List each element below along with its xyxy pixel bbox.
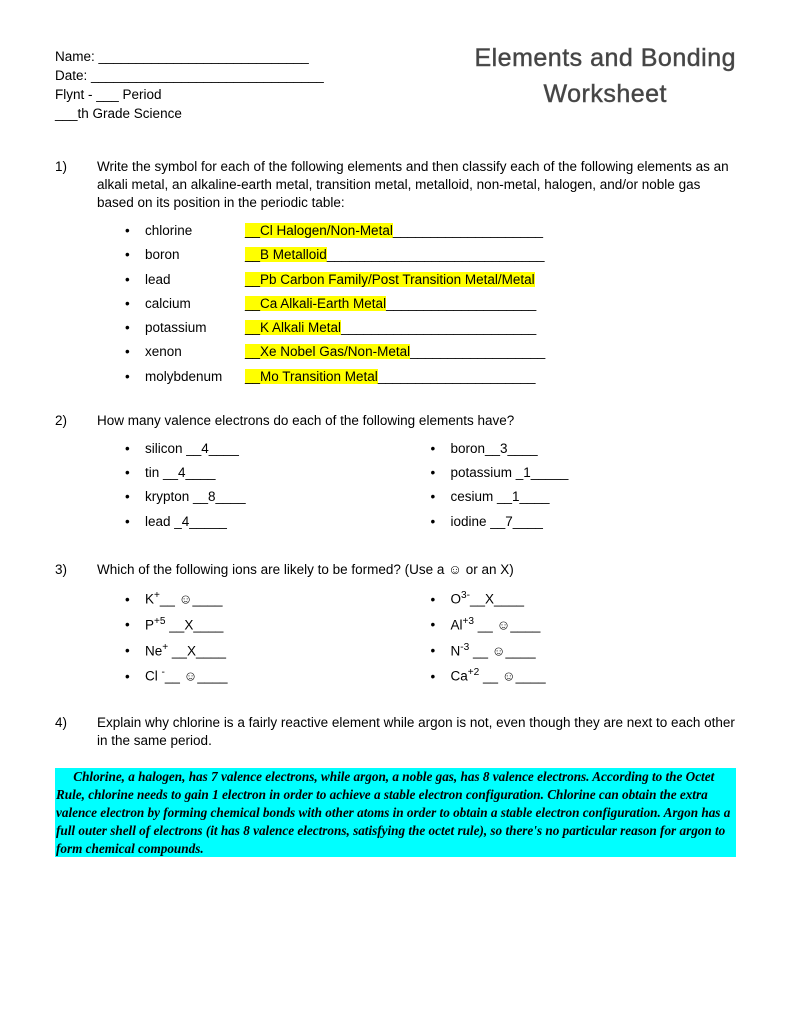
bullet-icon: • [125, 488, 145, 506]
q1-body: Write the symbol for each of the followi… [97, 158, 736, 392]
q2-text: How many valence electrons do each of th… [97, 412, 736, 430]
bullet-icon: • [125, 616, 145, 634]
element-answer: __K Alkali Metal________________________… [245, 319, 536, 337]
bullet-icon: • [125, 591, 145, 609]
bullet-icon: • [125, 343, 145, 361]
valence-item: •boron__3____ [431, 440, 737, 458]
bullet-icon: • [431, 642, 451, 660]
ion-item: •P+5 __X____ [125, 615, 431, 635]
bullet-icon: • [431, 591, 451, 609]
ion-item: •Ne+ __X____ [125, 641, 431, 661]
bullet-icon: • [125, 319, 145, 337]
bullet-icon: • [125, 464, 145, 482]
ion-item: •Al+3 __ ☺____ [431, 615, 737, 635]
element-answer: __Pb Carbon Family/Post Transition Metal… [245, 271, 535, 289]
bullet-icon: • [125, 271, 145, 289]
q1-element-row: •molybdenum__Mo Transition Metal________… [125, 368, 736, 386]
bullet-icon: • [125, 222, 145, 240]
element-name: molybdenum [145, 368, 245, 386]
element-name: boron [145, 246, 245, 264]
valence-item: •potassium _1_____ [431, 464, 737, 482]
element-answer: __Ca Alkali-Earth Metal_________________… [245, 295, 536, 313]
question-3: 3) Which of the following ions are likel… [55, 561, 736, 692]
q2-body: How many valence electrons do each of th… [97, 412, 736, 537]
ion-item: •O3-__X____ [431, 589, 737, 609]
q2-number: 2) [55, 412, 97, 537]
element-answer: __Xe Nobel Gas/Non-Metal________________… [245, 343, 545, 361]
q3-text: Which of the following ions are likely t… [97, 561, 736, 579]
bullet-icon: • [431, 440, 451, 458]
bullet-icon: • [125, 246, 145, 264]
bullet-icon: • [431, 616, 451, 634]
element-answer: __Cl Halogen/Non-Metal__________________… [245, 222, 543, 240]
q4-text: Explain why chlorine is a fairly reactiv… [97, 714, 736, 750]
q1-element-row: •lead__Pb Carbon Family/Post Transition … [125, 271, 736, 289]
student-info: Name: ____________________________ Date:… [55, 48, 324, 124]
bullet-icon: • [431, 513, 451, 531]
bullet-icon: • [125, 295, 145, 313]
q1-element-row: •boron__B Metalloid_____________________… [125, 246, 736, 264]
worksheet-page: Name: ____________________________ Date:… [0, 0, 791, 1024]
grade-line: ___th Grade Science [55, 105, 324, 124]
element-name: potassium [145, 319, 245, 337]
valence-item: •krypton __8____ [125, 488, 431, 506]
ion-item: •N-3 __ ☺____ [431, 641, 737, 661]
q3-body: Which of the following ions are likely t… [97, 561, 736, 692]
bullet-icon: • [125, 642, 145, 660]
q1-text: Write the symbol for each of the followi… [97, 158, 736, 213]
q1-element-row: •potassium__K Alkali Metal______________… [125, 319, 736, 337]
bullet-icon: • [431, 464, 451, 482]
bullet-icon: • [125, 368, 145, 386]
date-line: Date: _______________________________ [55, 67, 324, 86]
element-answer: __B Metalloid___________________________… [245, 246, 545, 264]
valence-item: •cesium __1____ [431, 488, 737, 506]
element-name: lead [145, 271, 245, 289]
q3-right-col: •O3-__X____ •Al+3 __ ☺____ •N-3 __ ☺____ •C… [431, 589, 737, 692]
bullet-icon: • [431, 488, 451, 506]
title-line-2: Worksheet [474, 78, 736, 112]
ion-item: •Ca+2 __ ☺____ [431, 666, 737, 686]
bullet-icon: • [125, 440, 145, 458]
q2-right-col: •boron__3____ •potassium _1_____ •cesium _… [431, 440, 737, 537]
class-period: Flynt - ___ Period [55, 86, 324, 105]
q3-number: 3) [55, 561, 97, 692]
question-4: 4) Explain why chlorine is a fairly reac… [55, 714, 736, 750]
q4-number: 4) [55, 714, 97, 750]
q3-columns: •K+__ ☺____ •P+5 __X____ •Ne+ __X____ •Cl -… [97, 589, 736, 692]
bullet-icon: • [431, 668, 451, 686]
valence-item: •lead _4_____ [125, 513, 431, 531]
name-line: Name: ____________________________ [55, 48, 324, 67]
question-2: 2) How many valence electrons do each of… [55, 412, 736, 537]
q2-columns: •silicon __4____ •tin __4____ •krypton __8… [97, 440, 736, 537]
q1-element-row: •xenon__Xe Nobel Gas/Non-Metal__________… [125, 343, 736, 361]
q1-element-list: •chlorine__Cl Halogen/Non-Metal_________… [97, 222, 736, 386]
ion-item: •K+__ ☺____ [125, 589, 431, 609]
bullet-icon: • [125, 513, 145, 531]
question-1: 1) Write the symbol for each of the foll… [55, 158, 736, 392]
q1-element-row: •chlorine__Cl Halogen/Non-Metal_________… [125, 222, 736, 240]
q1-number: 1) [55, 158, 97, 392]
bullet-icon: • [125, 668, 145, 686]
q3-left-col: •K+__ ☺____ •P+5 __X____ •Ne+ __X____ •Cl -… [125, 589, 431, 692]
element-name: calcium [145, 295, 245, 313]
q4-answer: Chlorine, a halogen, has 7 valence elect… [55, 768, 736, 857]
q1-element-row: •calcium__Ca Alkali-Earth Metal_________… [125, 295, 736, 313]
element-answer: __Mo Transition Metal___________________… [245, 368, 535, 386]
valence-item: •iodine __7____ [431, 513, 737, 531]
valence-item: •silicon __4____ [125, 440, 431, 458]
ion-item: •Cl -__ ☺____ [125, 666, 431, 686]
title-line-1: Elements and Bonding [474, 42, 736, 76]
q4-body: Explain why chlorine is a fairly reactiv… [97, 714, 736, 750]
valence-item: •tin __4____ [125, 464, 431, 482]
element-name: xenon [145, 343, 245, 361]
worksheet-title: Elements and Bonding Worksheet [474, 42, 736, 112]
q2-left-col: •silicon __4____ •tin __4____ •krypton __8… [125, 440, 431, 537]
element-name: chlorine [145, 222, 245, 240]
